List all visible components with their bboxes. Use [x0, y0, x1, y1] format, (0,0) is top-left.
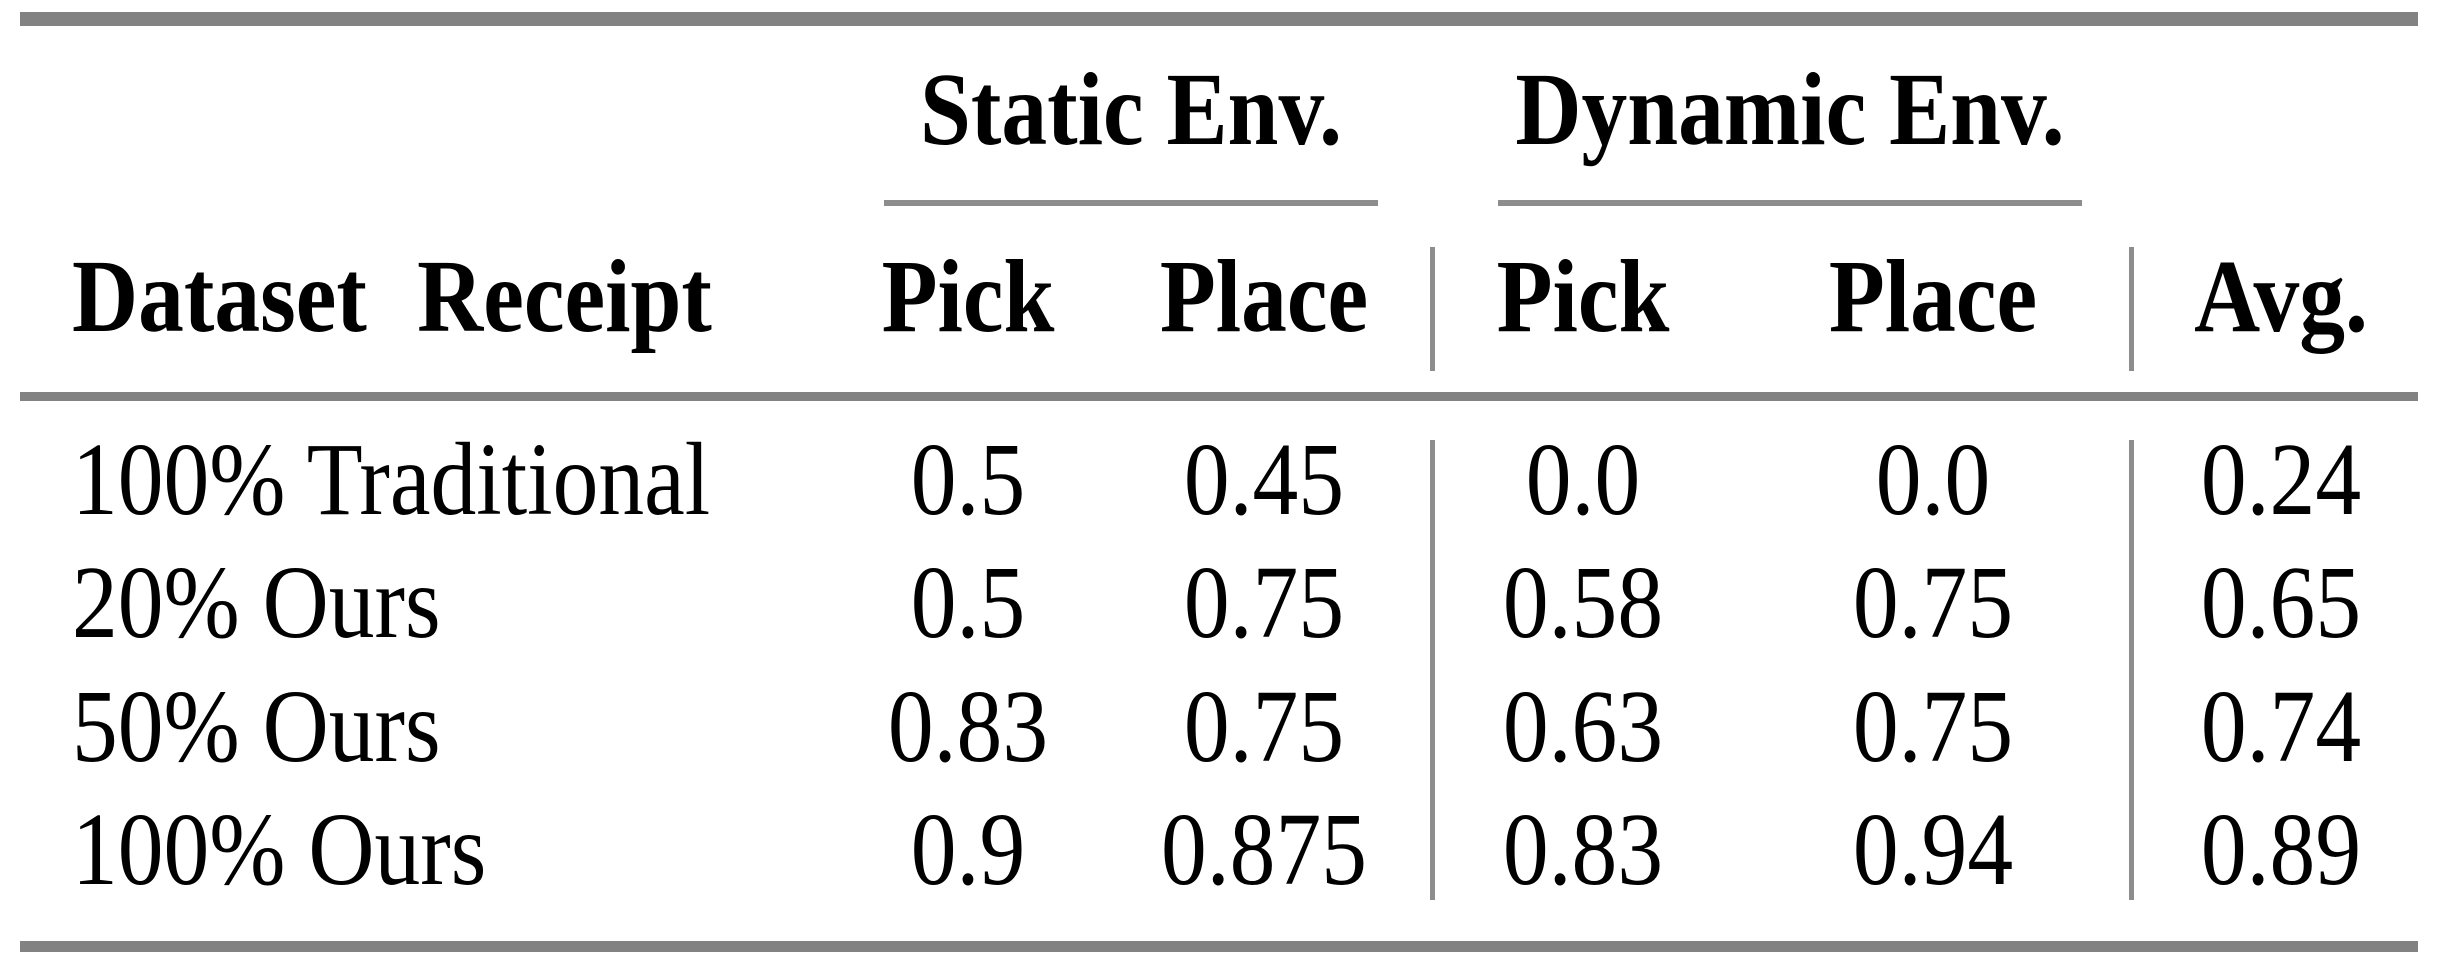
row-label: 100% Traditional [72, 422, 711, 537]
row-label: 20% Ours [72, 545, 441, 660]
cmidrule-static-env [884, 200, 1378, 206]
cell-avg: 0.89 [2200, 792, 2362, 907]
cell-dynamic-place: 0.75 [1852, 669, 2014, 784]
col-header-static-place: Place [1159, 239, 1369, 354]
vertical-separator-dynamic-avg-body [2129, 440, 2134, 900]
cell-dynamic-pick: 0.63 [1502, 669, 1664, 784]
cell-static-pick: 0.83 [887, 669, 1049, 784]
vertical-separator-static-dynamic-header [1430, 247, 1435, 371]
row-label: 100% Ours [72, 792, 487, 907]
col-header-static-pick: Pick [881, 239, 1055, 354]
vertical-separator-dynamic-avg-header [2129, 247, 2134, 371]
cell-avg: 0.24 [2200, 422, 2362, 537]
cell-dynamic-place: 0.94 [1852, 792, 2014, 907]
col-header-avg: Avg. [2194, 239, 2368, 354]
group-header-static-env: Static Env. [919, 52, 1343, 167]
cell-dynamic-place: 0.0 [1875, 422, 1991, 537]
cell-dynamic-pick: 0.58 [1502, 545, 1664, 660]
table-bottom-rule [20, 941, 2418, 952]
table-mid-rule [20, 392, 2418, 401]
cmidrule-dynamic-env [1498, 200, 2082, 206]
cell-static-place: 0.75 [1183, 669, 1345, 784]
cell-dynamic-pick: 0.83 [1502, 792, 1664, 907]
col-header-dynamic-place: Place [1828, 239, 2038, 354]
col-header-dataset-receipt: Dataset Receipt [72, 239, 712, 354]
col-header-dynamic-pick: Pick [1496, 239, 1670, 354]
cell-static-place: 0.875 [1161, 792, 1367, 907]
cell-static-place: 0.45 [1183, 422, 1345, 537]
cell-dynamic-place: 0.75 [1852, 545, 2014, 660]
cell-static-pick: 0.9 [910, 792, 1026, 907]
table-top-rule [20, 12, 2418, 26]
cell-avg: 0.74 [2200, 669, 2362, 784]
row-label: 50% Ours [72, 669, 441, 784]
group-header-dynamic-env: Dynamic Env. [1515, 52, 2065, 167]
cell-avg: 0.65 [2200, 545, 2362, 660]
vertical-separator-static-dynamic-body [1430, 440, 1435, 900]
cell-static-pick: 0.5 [910, 545, 1026, 660]
cell-static-place: 0.75 [1183, 545, 1345, 660]
cell-static-pick: 0.5 [910, 422, 1026, 537]
cell-dynamic-pick: 0.0 [1525, 422, 1641, 537]
